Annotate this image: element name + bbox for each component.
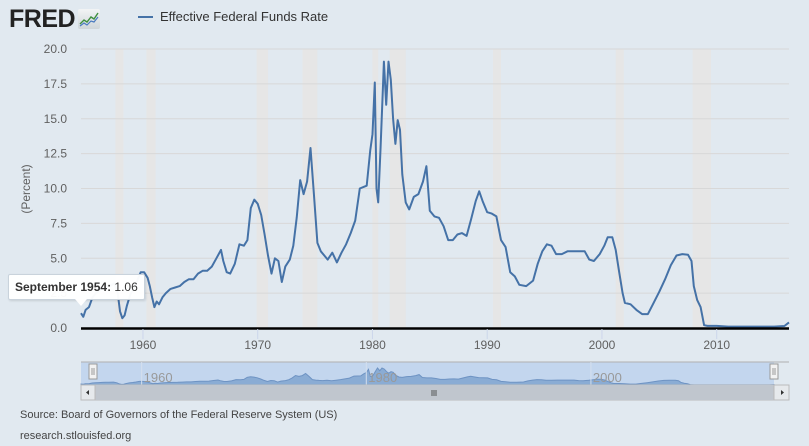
x-tick-label: 1960 (130, 338, 157, 352)
y-tick-label: 7.5 (50, 216, 67, 230)
x-tick-label: 1970 (244, 338, 271, 352)
x-tick-label: 1990 (474, 338, 501, 352)
data-point-tooltip: September 1954: 1.06 (8, 274, 145, 300)
fred-logo[interactable]: FRED (9, 5, 101, 33)
x-axis-labels: 1960 1970 1980 1990 2000 2010 (130, 329, 730, 352)
x-tick-label: 2010 (703, 338, 730, 352)
y-tick-label: 15.0 (44, 112, 68, 126)
y-tick-label: 17.5 (44, 77, 68, 91)
navigator-series-area (80, 367, 775, 386)
scrollbar-right-arrow[interactable] (773, 384, 790, 401)
x-tick-label: 1980 (359, 338, 386, 352)
y-tick-label: 20.0 (44, 42, 68, 56)
tooltip-pointer (75, 299, 87, 306)
tooltip-value: 1.06 (114, 280, 138, 294)
x-tick-label: 2000 (589, 338, 616, 352)
series-line-effective-federal-funds-rate (80, 60, 790, 328)
scrollbar-left-arrow[interactable] (80, 384, 96, 401)
arrow-right-icon (781, 390, 784, 395)
y-tick-label: 12.5 (44, 147, 68, 161)
tooltip-date: September 1954 (15, 280, 108, 294)
chart-legend[interactable]: Effective Federal Funds Rate (138, 9, 328, 24)
y-axis-title: (Percent) (19, 164, 33, 213)
navigator-label: 2000 (593, 370, 622, 385)
chart-header: FRED Effective Federal Funds Rate (0, 0, 809, 40)
legend-swatch (138, 15, 153, 18)
source-link[interactable]: research.stlouisfed.org (20, 430, 132, 442)
chart-line-icon (78, 9, 101, 29)
navigator-scrollbar[interactable] (80, 384, 790, 401)
scrollbar-grip-icon (431, 390, 437, 396)
navigator-right-handle[interactable] (769, 363, 779, 380)
navigator-labels: 1960 1980 2000 (141, 362, 622, 385)
legend-label: Effective Federal Funds Rate (160, 9, 329, 24)
y-gridlines (81, 48, 789, 294)
arrow-left-icon (86, 390, 89, 395)
y-tick-label: 5.0 (50, 251, 67, 265)
y-tick-label: 0.0 (50, 321, 67, 335)
tooltip-separator: : (107, 280, 112, 294)
logo-text: FRED (9, 5, 76, 33)
source-note: Source: Board of Governors of the Federa… (20, 409, 338, 421)
navigator[interactable]: 1960 1980 2000 (80, 361, 789, 386)
y-tick-label: 10.0 (44, 182, 68, 196)
navigator-label: 1960 (144, 370, 173, 385)
navigator-label: 1980 (368, 370, 397, 385)
navigator-left-handle[interactable] (88, 363, 98, 380)
